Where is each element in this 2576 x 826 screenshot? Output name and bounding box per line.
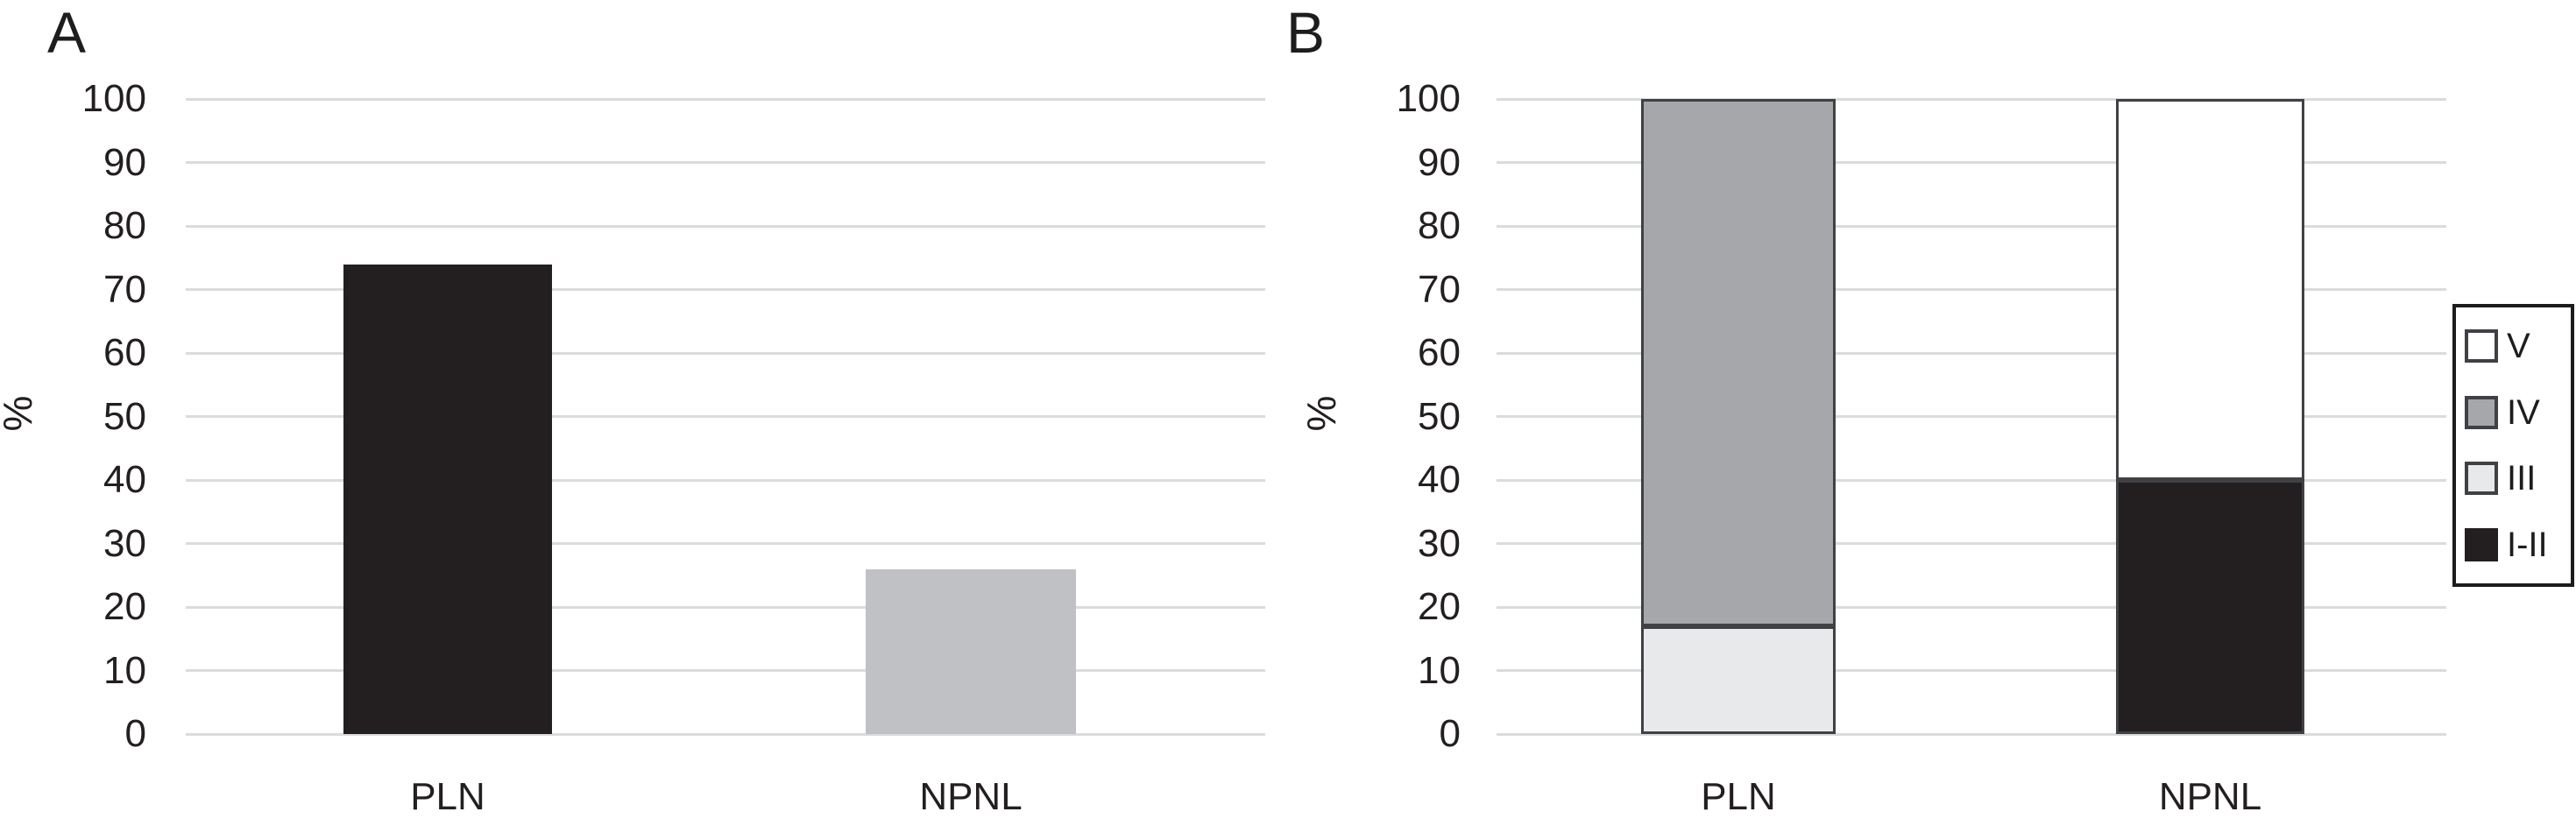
gridline-10-pct: [1497, 669, 2446, 672]
gridline-80-pct: [1497, 224, 2446, 228]
legend-item-i-ii: I-II: [2465, 522, 2565, 568]
x-label-npnl: NPNL: [2158, 775, 2262, 818]
bar-pln: [343, 264, 552, 734]
x-label-pln: PLN: [410, 775, 485, 818]
y-tick-label-40: 40: [103, 458, 146, 501]
y-tick-label-90: 90: [103, 140, 146, 184]
y-tick-label-70: 70: [1418, 267, 1461, 311]
legend-item-iv: IV: [2465, 390, 2565, 435]
gridline-80-pct: [186, 224, 1265, 228]
y-tick-label-10: 10: [1418, 648, 1461, 692]
bar-npnl: [866, 568, 1076, 734]
y-tick-label-0: 0: [1439, 712, 1461, 755]
legend-label-iii: III: [2507, 459, 2537, 498]
gridline-60-pct: [186, 351, 1265, 355]
gridline-50-pct: [1497, 415, 2446, 418]
y-tick-label-100: 100: [81, 77, 146, 120]
legend-swatch-v: [2465, 329, 2498, 363]
legend-item-v: V: [2465, 323, 2565, 369]
legend-swatch-iv: [2465, 395, 2498, 429]
gridline-90-pct: [186, 161, 1265, 164]
x-label-pln: PLN: [1701, 775, 1776, 818]
gridline-40-pct: [1497, 478, 2446, 482]
gridline-0-pct: [1497, 732, 2446, 736]
x-label-npnl: NPNL: [919, 775, 1023, 818]
gridline-20-pct: [186, 605, 1265, 609]
gridline-60-pct: [1497, 351, 2446, 355]
y-tick-label-80: 80: [1418, 204, 1461, 247]
gridline-30-pct: [186, 542, 1265, 545]
y-tick-label-30: 30: [103, 521, 146, 565]
legend-item-iii: III: [2465, 455, 2565, 501]
gridline-70-pct: [186, 288, 1265, 291]
gridline-100-pct: [186, 97, 1265, 101]
y-tick-label-70: 70: [103, 267, 146, 311]
bar-npnl-segment-v: [2116, 99, 2304, 480]
y-tick-label-100: 100: [1396, 77, 1461, 120]
bar-pln-segment-iv: [1641, 99, 1836, 626]
gridline-70-pct: [1497, 288, 2446, 291]
legend-label-iv: IV: [2507, 392, 2540, 432]
y-tick-label-60: 60: [1418, 331, 1461, 374]
gridline-20-pct: [1497, 605, 2446, 609]
legend: V IV III I-II: [2452, 304, 2574, 587]
legend-swatch-iii: [2465, 462, 2498, 496]
panel-b-label: B: [1286, 0, 1327, 65]
gridline-10-pct: [186, 669, 1265, 672]
gridline-50-pct: [186, 415, 1265, 418]
legend-label-v: V: [2507, 327, 2530, 365]
y-tick-label-30: 30: [1418, 521, 1461, 565]
gridline-90-pct: [1497, 161, 2446, 164]
gridline-40-pct: [186, 478, 1265, 482]
gridline-30-pct: [1497, 542, 2446, 545]
y-tick-label-50: 50: [103, 394, 146, 438]
panel-a-label: A: [47, 0, 88, 65]
y-tick-label-60: 60: [103, 331, 146, 374]
legend-label-i-ii: I-II: [2507, 525, 2548, 564]
bar-npnl-segment-i-ii: [2116, 480, 2304, 734]
y-tick-label-10: 10: [103, 648, 146, 692]
y-tick-label-50: 50: [1418, 394, 1461, 438]
bar-pln-segment-iii: [1641, 625, 1836, 734]
y-tick-label-80: 80: [103, 204, 146, 247]
legend-swatch-i-ii: [2465, 527, 2498, 561]
y-tick-label-40: 40: [1418, 458, 1461, 501]
y-tick-label-0: 0: [124, 712, 146, 755]
gridline-0-pct: [186, 732, 1265, 736]
y-tick-label-20: 20: [103, 585, 146, 628]
gridline-100-pct: [1497, 97, 2446, 101]
y-tick-label-20: 20: [1418, 585, 1461, 628]
y-tick-label-90: 90: [1418, 140, 1461, 184]
